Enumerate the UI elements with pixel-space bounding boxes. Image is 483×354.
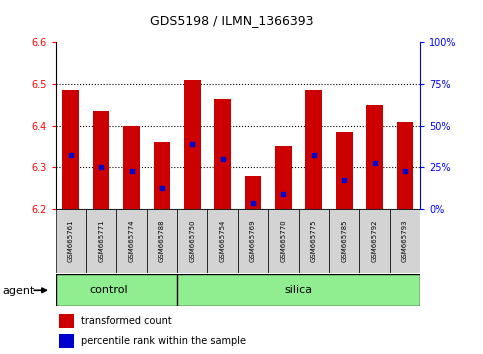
Text: control: control [89, 285, 128, 295]
Point [67, 152, 74, 158]
Bar [93, 111, 110, 209]
Text: GSM665771: GSM665771 [98, 219, 104, 262]
Text: GSM665792: GSM665792 [371, 219, 378, 262]
FancyBboxPatch shape [147, 209, 177, 273]
Point [371, 160, 379, 166]
Bar [154, 142, 170, 209]
Bar [62, 90, 79, 209]
Bar [59, 334, 74, 348]
FancyBboxPatch shape [116, 209, 147, 273]
Text: GSM665785: GSM665785 [341, 219, 347, 262]
Text: silica: silica [284, 285, 313, 295]
Point [249, 200, 257, 205]
Bar [397, 121, 413, 209]
Text: percentile rank within the sample: percentile rank within the sample [81, 336, 246, 346]
Bar [214, 99, 231, 209]
Bar [59, 314, 74, 328]
FancyBboxPatch shape [268, 209, 298, 273]
Point [219, 156, 227, 162]
Text: GSM665788: GSM665788 [159, 219, 165, 262]
Bar [275, 147, 292, 209]
FancyBboxPatch shape [56, 274, 420, 306]
FancyBboxPatch shape [56, 209, 86, 273]
FancyBboxPatch shape [86, 209, 116, 273]
Text: transformed count: transformed count [81, 316, 172, 326]
Bar [245, 176, 261, 209]
Text: GSM665774: GSM665774 [128, 219, 135, 262]
Point [401, 169, 409, 174]
FancyBboxPatch shape [208, 209, 238, 273]
Text: GSM665793: GSM665793 [402, 219, 408, 262]
FancyBboxPatch shape [359, 209, 390, 273]
Point [188, 142, 196, 147]
FancyBboxPatch shape [238, 209, 268, 273]
Point [341, 177, 348, 183]
FancyBboxPatch shape [298, 209, 329, 273]
Point [128, 169, 135, 174]
Text: GSM665761: GSM665761 [68, 219, 74, 262]
Bar [184, 80, 200, 209]
Text: GSM665770: GSM665770 [281, 219, 286, 262]
Text: GSM665754: GSM665754 [220, 219, 226, 262]
FancyBboxPatch shape [390, 209, 420, 273]
Point [97, 165, 105, 170]
FancyBboxPatch shape [177, 209, 208, 273]
Bar [305, 90, 322, 209]
FancyBboxPatch shape [329, 209, 359, 273]
Point [310, 152, 318, 158]
Bar [366, 105, 383, 209]
Text: agent: agent [2, 286, 35, 296]
Text: GSM665769: GSM665769 [250, 219, 256, 262]
Point [280, 192, 287, 197]
Point [158, 185, 166, 191]
Text: GSM665750: GSM665750 [189, 219, 195, 262]
Bar [336, 132, 353, 209]
Text: GSM665775: GSM665775 [311, 219, 317, 262]
Text: GDS5198 / ILMN_1366393: GDS5198 / ILMN_1366393 [150, 14, 313, 27]
Bar [123, 126, 140, 209]
